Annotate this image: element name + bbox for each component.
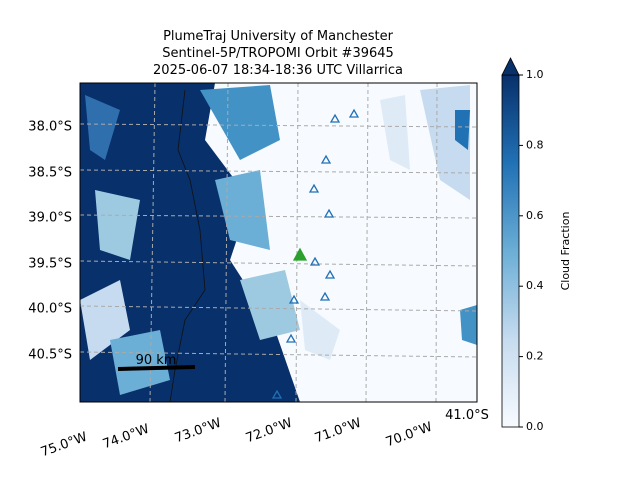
cloud-field	[80, 83, 477, 402]
colorbar-tick-label: 0.2	[526, 350, 544, 363]
lat-label: 39.0°S	[28, 211, 72, 226]
colorbar-tick-label: 0.4	[526, 279, 544, 292]
colorbar-label: Cloud Fraction	[559, 212, 572, 291]
lon-label: 73.0°W	[173, 416, 224, 447]
lon-label: 74.0°W	[101, 422, 152, 453]
colorbar-tick-label: 1.0	[526, 68, 544, 81]
volcano-markers	[271, 108, 360, 399]
colorbar-tick-label: 0.0	[526, 420, 544, 433]
colorbar-tick-label: 0.6	[526, 209, 544, 222]
lon-label: 75.0°W	[39, 430, 90, 461]
lat-label: 38.0°S	[28, 120, 72, 135]
lon-label: 72.0°W	[244, 416, 295, 447]
scale-bar	[117, 365, 196, 371]
colorbar-tick-label: 0.8	[526, 138, 544, 151]
colorbar-extend	[501, 57, 520, 76]
lat-label: 39.5°S	[28, 257, 72, 272]
lat-label: 40.0°S	[28, 302, 72, 317]
title-line: PlumeTraj University of Manchester	[163, 29, 393, 44]
lon-label: 70.0°W	[384, 420, 435, 451]
lat-label: 40.5°S	[28, 348, 72, 363]
lat-label: 38.5°S	[28, 166, 72, 181]
corner-label: 41.0°S	[445, 408, 489, 423]
colorbar	[501, 74, 520, 428]
map-frame	[79, 82, 478, 403]
title-line: 2025-06-07 18:34-18:36 UTC Villarrica	[153, 63, 403, 78]
grid	[79, 82, 478, 403]
scale-bar-label: 90 km	[136, 353, 177, 368]
title-line: Sentinel-5P/TROPOMI Orbit #39645	[162, 46, 394, 61]
lon-label: 71.0°W	[313, 416, 364, 447]
